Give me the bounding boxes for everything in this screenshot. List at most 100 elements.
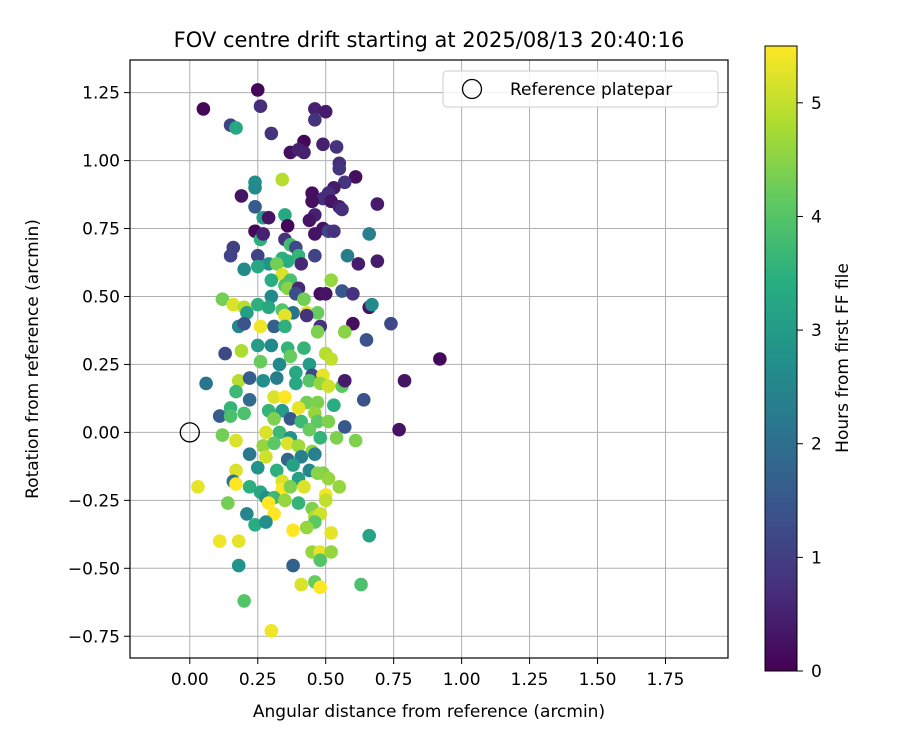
data-point xyxy=(278,493,292,508)
data-point xyxy=(259,515,273,529)
y-tick-label: 1.00 xyxy=(82,152,120,172)
data-point xyxy=(267,390,281,404)
data-point xyxy=(250,297,265,312)
data-point xyxy=(234,189,249,203)
data-point xyxy=(329,140,344,154)
data-point xyxy=(332,479,347,494)
data-point xyxy=(310,466,325,480)
data-point xyxy=(299,308,314,323)
data-point xyxy=(248,518,262,532)
data-point xyxy=(229,477,243,491)
data-point xyxy=(318,286,333,301)
data-point xyxy=(280,219,295,233)
data-point xyxy=(229,121,243,135)
data-point xyxy=(354,577,368,592)
x-tick-label: 0.50 xyxy=(307,670,345,690)
data-point xyxy=(267,436,281,451)
data-point xyxy=(286,458,300,472)
y-axis-label: Rotation from reference (arcmin) xyxy=(23,219,43,499)
data-point xyxy=(229,384,243,399)
y-tick-label: 0.50 xyxy=(82,287,120,307)
data-point xyxy=(337,325,352,339)
x-tick-label: 0.25 xyxy=(239,670,277,690)
y-tick-label: 1.25 xyxy=(82,84,120,104)
data-point xyxy=(237,406,251,421)
data-point xyxy=(283,412,298,426)
data-point xyxy=(229,433,243,448)
data-point xyxy=(242,371,257,385)
colorbar-gradient xyxy=(764,45,798,672)
reference-marker-layer xyxy=(179,422,200,443)
data-point xyxy=(256,227,270,241)
colorbar-tick-label: 5 xyxy=(811,94,822,114)
data-point xyxy=(278,208,292,222)
data-point xyxy=(248,199,262,214)
data-point xyxy=(231,534,246,548)
x-tick-label: 1.00 xyxy=(443,670,481,690)
data-point xyxy=(433,352,447,366)
data-point xyxy=(242,447,257,461)
data-point xyxy=(223,248,238,263)
data-point xyxy=(278,390,292,404)
data-point xyxy=(335,284,349,298)
data-point xyxy=(264,338,279,353)
data-point xyxy=(308,102,322,116)
data-point xyxy=(226,297,241,312)
data-point xyxy=(327,224,341,239)
data-point xyxy=(267,412,281,426)
data-point xyxy=(229,463,243,478)
data-point xyxy=(321,471,336,486)
legend-marker-reference xyxy=(461,78,483,100)
data-point xyxy=(310,325,325,339)
data-point xyxy=(240,305,254,320)
data-point xyxy=(250,460,265,475)
data-point xyxy=(327,398,341,413)
data-point xyxy=(302,373,317,388)
data-point xyxy=(337,420,352,434)
data-point xyxy=(237,594,251,608)
data-point xyxy=(234,344,249,358)
colorbar-label: Hours from first FF file xyxy=(833,263,853,453)
y-tick-label: −0.25 xyxy=(68,491,120,511)
data-point xyxy=(199,376,213,391)
legend: Reference platepar xyxy=(442,70,719,108)
data-point xyxy=(253,354,268,369)
data-point xyxy=(321,414,336,429)
data-point xyxy=(359,333,374,347)
data-point xyxy=(291,401,306,415)
data-point xyxy=(264,289,279,304)
data-point xyxy=(291,439,306,453)
data-point xyxy=(272,357,287,372)
data-point xyxy=(212,409,227,423)
data-point xyxy=(332,161,347,176)
data-point xyxy=(231,558,246,573)
data-point xyxy=(259,450,273,464)
data-point xyxy=(278,319,292,334)
data-point xyxy=(305,194,319,209)
scatter-points xyxy=(191,83,447,638)
data-point xyxy=(267,319,281,334)
chart-title: FOV centre drift starting at 2025/08/13 … xyxy=(174,28,685,52)
data-point xyxy=(196,102,211,116)
y-tick-label: 0.00 xyxy=(82,423,120,443)
data-point xyxy=(308,447,322,461)
data-point xyxy=(231,373,246,388)
data-point xyxy=(237,262,251,277)
data-point xyxy=(362,227,377,241)
y-axis-ticks: −0.75 −0.50 −0.25 0.00 0.25 0.50 0.75 1.00 1.25 xyxy=(68,84,130,647)
data-point xyxy=(280,436,295,451)
x-tick-label: 1.75 xyxy=(647,670,685,690)
data-point xyxy=(365,297,379,312)
colorbar-tick-label: 3 xyxy=(811,321,822,341)
x-axis-ticks: 0.00 0.25 0.50 0.75 1.00 1.25 1.50 1.75 xyxy=(171,658,685,690)
data-point xyxy=(215,292,230,307)
data-point xyxy=(242,479,257,494)
data-point xyxy=(302,213,317,228)
data-point xyxy=(283,349,298,364)
data-point xyxy=(286,558,300,573)
x-axis-label: Angular distance from reference (arcmin) xyxy=(253,702,605,722)
data-point xyxy=(237,316,251,331)
data-point xyxy=(275,172,290,187)
data-point xyxy=(269,463,284,478)
